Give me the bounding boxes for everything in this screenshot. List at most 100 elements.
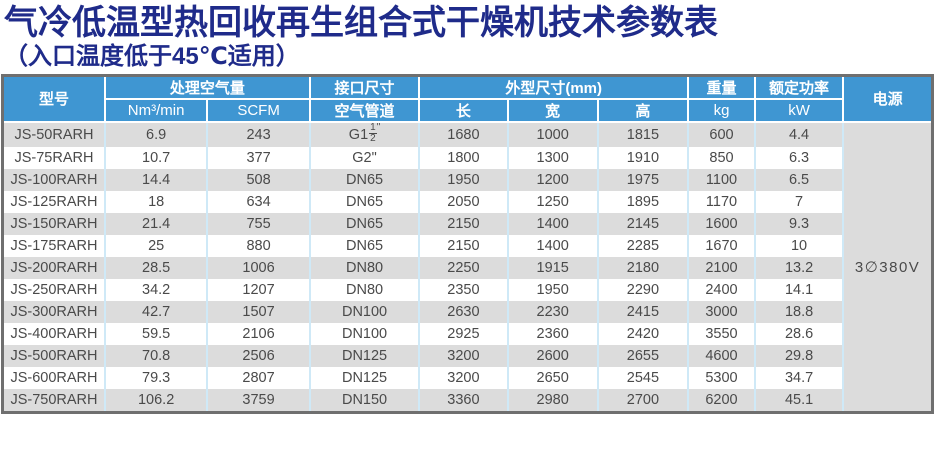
cell-air-pipe: DN125 bbox=[309, 344, 421, 367]
cell-scfm: 2807 bbox=[207, 366, 311, 389]
cell-air-pipe: G2" bbox=[309, 146, 421, 169]
cell-power-kw: 28.6 bbox=[754, 322, 845, 345]
cell-width: 2360 bbox=[507, 322, 599, 345]
table-row: JS-200RARH 28.5 1006 DN80 2250 1915 2180 2100 13… bbox=[2, 256, 933, 279]
cell-nm3-per-min: 18 bbox=[104, 190, 209, 213]
table-row: JS-75RARH 10.7 377 G2" 1800 1300 1910 850 6.3 bbox=[2, 146, 933, 169]
cell-width: 2650 bbox=[507, 366, 599, 389]
cell-air-pipe: DN65 bbox=[309, 212, 421, 235]
cell-height: 1895 bbox=[597, 190, 690, 213]
table-row: JS-125RARH 18 634 DN65 2050 1250 1895 1170 7 bbox=[2, 190, 933, 213]
cell-weight-kg: 5300 bbox=[688, 366, 756, 389]
cell-height: 1975 bbox=[597, 168, 690, 191]
cell-height: 2415 bbox=[597, 300, 690, 323]
col-header-air-pipe: 空气管道 bbox=[308, 97, 421, 123]
cell-model: JS-100RARH bbox=[2, 168, 106, 191]
cell-scfm: 634 bbox=[207, 190, 311, 213]
cell-weight-kg: 2400 bbox=[688, 278, 756, 301]
table-row: JS-50RARH 6.9 243 G1 1 2 " 1680 1000 1815 600 4.4 3∅… bbox=[2, 121, 933, 413]
cell-length: 2150 bbox=[419, 234, 509, 257]
cell-model: JS-150RARH bbox=[2, 212, 106, 235]
col-header-scfm: SCFM bbox=[206, 97, 311, 123]
cell-weight-kg: 6200 bbox=[688, 388, 756, 413]
col-header-dimensions: 外型尺寸(mm) bbox=[418, 74, 690, 100]
cell-power-kw: 7 bbox=[754, 190, 845, 213]
cell-width: 1250 bbox=[507, 190, 599, 213]
cell-length: 1680 bbox=[419, 121, 509, 147]
table-row: JS-300RARH 42.7 1507 DN100 2630 2230 2415 3000 1… bbox=[2, 300, 933, 323]
cell-height: 2145 bbox=[597, 212, 690, 235]
cell-height: 1815 bbox=[597, 121, 690, 147]
cell-width: 1915 bbox=[507, 256, 599, 279]
cell-width: 1300 bbox=[507, 146, 599, 169]
table-row: JS-150RARH 21.4 755 DN65 2150 1400 2145 1600 9.3 bbox=[2, 212, 933, 235]
cell-scfm: 2506 bbox=[207, 344, 311, 367]
cell-height: 2290 bbox=[597, 278, 690, 301]
cell-model: JS-50RARH bbox=[2, 121, 106, 147]
cell-nm3-per-min: 28.5 bbox=[104, 256, 209, 279]
cell-power-kw: 13.2 bbox=[754, 256, 845, 279]
table-row: JS-400RARH 59.5 2106 DN100 2925 2360 2420 3550 2… bbox=[2, 322, 933, 345]
cell-model: JS-125RARH bbox=[2, 190, 106, 213]
cell-length: 2630 bbox=[419, 300, 509, 323]
cell-length: 2250 bbox=[419, 256, 509, 279]
cell-height: 2285 bbox=[597, 234, 690, 257]
col-header-weight: 重量 bbox=[687, 74, 756, 100]
cell-scfm: 3759 bbox=[207, 388, 311, 413]
table-row: JS-500RARH 70.8 2506 DN125 3200 2600 2655 4600 2… bbox=[2, 344, 933, 367]
cell-nm3-per-min: 79.3 bbox=[104, 366, 209, 389]
cell-weight-kg: 1600 bbox=[688, 212, 756, 235]
cell-weight-kg: 1100 bbox=[688, 168, 756, 191]
cell-weight-kg: 850 bbox=[688, 146, 756, 169]
cell-air-pipe: G1 1 2 " bbox=[309, 121, 421, 147]
cell-height: 2700 bbox=[597, 388, 690, 413]
cell-model: JS-75RARH bbox=[2, 146, 106, 169]
cell-scfm: 755 bbox=[207, 212, 311, 235]
cell-nm3-per-min: 70.8 bbox=[104, 344, 209, 367]
cell-width: 1400 bbox=[507, 234, 599, 257]
cell-nm3-per-min: 34.2 bbox=[104, 278, 209, 301]
cell-length: 2050 bbox=[419, 190, 509, 213]
cell-model: JS-175RARH bbox=[2, 234, 106, 257]
cell-weight-kg: 3550 bbox=[688, 322, 756, 345]
cell-length: 2925 bbox=[419, 322, 509, 345]
cell-height: 2655 bbox=[597, 344, 690, 367]
cell-model: JS-250RARH bbox=[2, 278, 106, 301]
table-row: JS-100RARH 14.4 508 DN65 1950 1200 1975 1100 6.5 bbox=[2, 168, 933, 191]
table-row: JS-750RARH 106.2 3759 DN150 3360 2980 2700 6200… bbox=[2, 388, 933, 413]
cell-power-kw: 4.4 bbox=[754, 121, 845, 147]
cell-length: 1800 bbox=[419, 146, 509, 169]
cell-length: 2150 bbox=[419, 212, 509, 235]
table-row: JS-175RARH 25 880 DN65 2150 1400 2285 1670 10 bbox=[2, 234, 933, 257]
cell-scfm: 1207 bbox=[207, 278, 311, 301]
cell-air-pipe: DN65 bbox=[309, 234, 421, 257]
col-header-length: 长 bbox=[418, 97, 509, 123]
cell-air-pipe: DN65 bbox=[309, 190, 421, 213]
cell-nm3-per-min: 10.7 bbox=[104, 146, 209, 169]
cell-air-pipe: DN100 bbox=[309, 300, 421, 323]
cell-width: 1000 bbox=[507, 121, 599, 147]
cell-power-kw: 29.8 bbox=[754, 344, 845, 367]
cell-scfm: 243 bbox=[207, 121, 311, 147]
table-row: JS-250RARH 34.2 1207 DN80 2350 1950 2290 2400 14… bbox=[2, 278, 933, 301]
cell-nm3-per-min: 106.2 bbox=[104, 388, 209, 413]
cell-air-pipe: DN150 bbox=[309, 388, 421, 413]
page-subtitle: （入口温度低于45℃适用） bbox=[4, 43, 300, 71]
cell-power-kw: 14.1 bbox=[754, 278, 845, 301]
cell-power-kw: 18.8 bbox=[754, 300, 845, 323]
col-header-kg: kg bbox=[687, 97, 756, 123]
cell-nm3-per-min: 59.5 bbox=[104, 322, 209, 345]
cell-width: 2980 bbox=[507, 388, 599, 413]
power-supply-cell: 3∅380V bbox=[843, 121, 933, 413]
cell-width: 1200 bbox=[507, 168, 599, 191]
cell-model: JS-300RARH bbox=[2, 300, 106, 323]
col-header-width: 宽 bbox=[506, 97, 599, 123]
cell-air-pipe: DN100 bbox=[309, 322, 421, 345]
cell-power-kw: 10 bbox=[754, 234, 845, 257]
cell-air-pipe: DN65 bbox=[309, 168, 421, 191]
header-row-groups: 型号 处理空气量 接口尺寸 外型尺寸(mm) 重量 额定功率 电源 bbox=[1, 74, 934, 123]
cell-model: JS-400RARH bbox=[2, 322, 106, 345]
title-block: 气冷低温型热回收再生组合式干燥机技术参数表 （入口温度低于45℃适用） bbox=[0, 0, 935, 71]
cell-air-pipe: DN125 bbox=[309, 366, 421, 389]
